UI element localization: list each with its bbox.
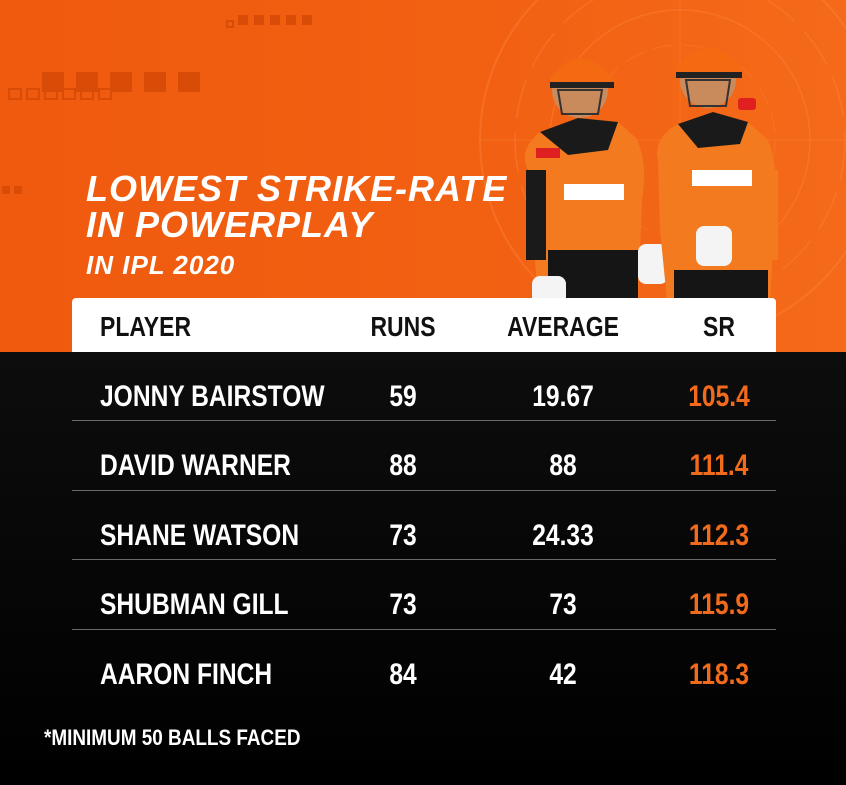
column-header-player: PLAYER [100,311,192,342]
table-row: DAVID WARNER 88 88 111.4 [72,421,776,491]
decor-square [302,15,312,25]
table-body: JONNY BAIRSTOW 59 19.67 105.4 DAVID WARN… [72,352,776,699]
cell-sr: 112.3 [688,518,750,552]
decor-square-outline [26,88,40,100]
table-row: SHUBMAN GILL 73 73 115.9 [72,560,776,630]
decor-square [270,15,280,25]
decor-square [110,72,132,92]
table-row: JONNY BAIRSTOW 59 19.67 105.4 [72,352,776,422]
header-banner: LOWEST STRIKE-RATE IN POWERPLAY IN IPL 2… [0,0,846,352]
decor-square [76,72,98,92]
cell-average: 88 [549,449,577,483]
cell-average: 73 [549,588,577,622]
cell-sr: 111.4 [689,449,749,483]
cell-runs: 59 [389,380,417,413]
decor-square [254,15,264,25]
decor-square-outline [98,88,112,100]
decor-square [144,72,166,92]
decor-square [2,186,10,194]
title-line-3: IN IPL 2020 [86,250,236,280]
table-header: PLAYER RUNS AVERAGE SR [72,298,776,352]
decor-square-outline [80,88,94,100]
cell-average: 42 [549,657,577,691]
table-row: AARON FINCH 84 42 118.3 [72,630,776,699]
column-header-average: AVERAGE [507,311,619,342]
decor-square-outline [226,20,234,28]
cell-player: JONNY BAIRSTOW [100,380,325,413]
decor-square-outline [62,88,76,100]
decor-square [178,72,200,92]
column-header-runs: RUNS [370,311,436,342]
table-row: SHANE WATSON 73 24.33 112.3 [72,491,776,561]
footnote: *MINIMUM 50 BALLS FACED [44,725,301,750]
cell-player: SHUBMAN GILL [100,588,289,622]
cell-runs: 73 [389,518,417,552]
cell-sr: 105.4 [688,380,750,413]
decor-square-outline [44,88,58,100]
decor-square [238,15,248,25]
cell-runs: 84 [389,657,417,691]
cell-average: 24.33 [532,518,594,552]
decor-square [42,72,64,92]
player-right-illustration [657,48,778,320]
cell-runs: 73 [389,588,417,622]
decor-square [14,186,22,194]
cell-sr: 115.9 [688,588,750,622]
player-left-illustration [524,59,668,316]
cell-player: AARON FINCH [100,657,273,691]
table-background [0,352,846,785]
players-photo-icon [524,48,778,320]
title-line-1: LOWEST STRIKE-RATE [86,168,508,209]
cell-player: SHANE WATSON [100,518,300,552]
column-header-sr: SR [703,311,735,342]
cell-average: 19.67 [532,380,594,413]
decor-square-outline [8,88,22,100]
decor-square [286,15,296,25]
cell-sr: 118.3 [688,657,750,691]
title-line-2: IN POWERPLAY [86,204,374,245]
cell-player: DAVID WARNER [100,449,291,483]
cell-runs: 88 [389,449,417,483]
